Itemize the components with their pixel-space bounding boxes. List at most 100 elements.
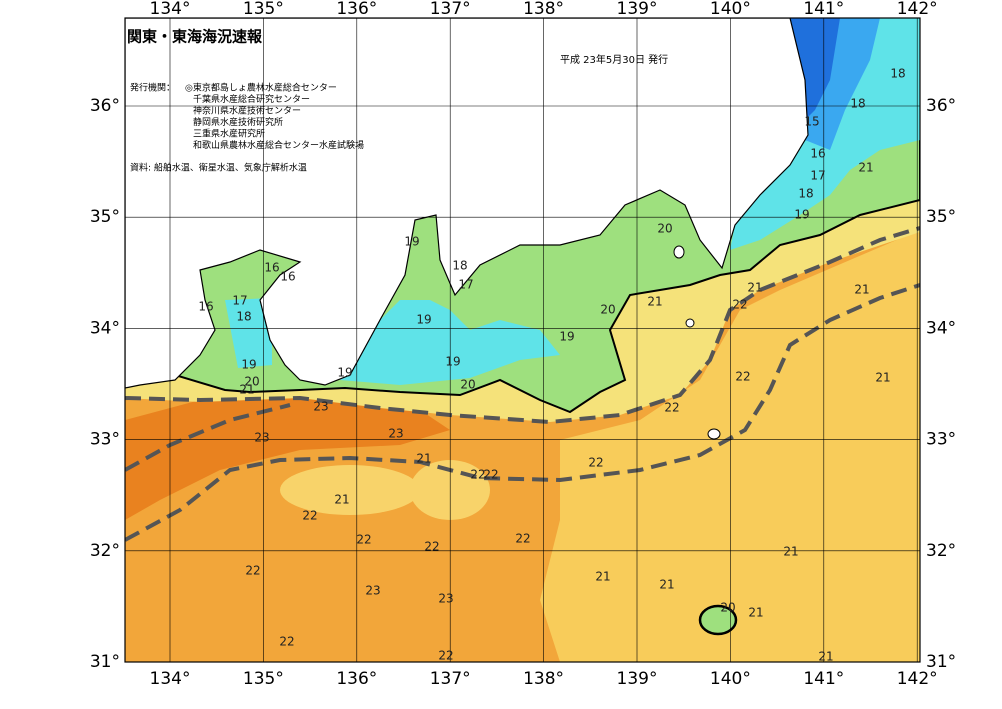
contour-label: 17: [232, 294, 247, 308]
longitude-label: 134°: [150, 669, 191, 689]
latitude-label: 31°: [90, 652, 120, 672]
contour-label: 21: [659, 578, 674, 592]
longitude-label: 138°: [523, 669, 564, 689]
contour-label: 19: [404, 235, 419, 249]
contour-label: 21: [416, 452, 431, 466]
issue-date: 平成 23年5月30日 発行: [560, 53, 668, 66]
contour-label: 20: [244, 375, 259, 389]
contour-label: 18: [798, 187, 813, 201]
warm-zone: [280, 465, 420, 515]
contour-label: 19: [241, 358, 256, 372]
longitude-label: 135°: [243, 669, 284, 689]
contour-label: 18: [850, 97, 865, 111]
contour-label: 20: [460, 378, 475, 392]
contour-label: 22: [483, 468, 498, 482]
contour-label: 20: [657, 222, 672, 236]
kuroshio-axis: [125, 283, 920, 542]
latitude-label: 33°: [926, 430, 956, 450]
kuroshio-axis: [125, 226, 920, 425]
island: [707, 428, 721, 440]
contour-label: 22: [356, 533, 371, 547]
map-area: 1818151617211819201918171616171618192021…: [125, 18, 920, 663]
title: 関東・東海海況速報: [127, 28, 263, 46]
contour-label: 19: [794, 208, 809, 222]
contour-label: 18: [890, 67, 905, 81]
longitude-label: 137°: [430, 669, 471, 689]
contour-label: 23: [365, 584, 380, 598]
longitude-label: 141°: [803, 0, 844, 19]
longitude-label: 142°: [897, 669, 938, 689]
longitude-label: 139°: [617, 669, 658, 689]
contour-label: 16: [810, 147, 825, 161]
contour-label: 21: [783, 545, 798, 559]
longitude-label: 139°: [617, 0, 658, 19]
contour-label: 19: [416, 313, 431, 327]
contour-labels: 1818151617211819201918171616171618192021…: [198, 67, 905, 663]
contour-label: 22: [732, 298, 747, 312]
contour-label: 19: [337, 366, 352, 380]
latitude-label: 31°: [926, 652, 956, 672]
longitude-label: 137°: [430, 0, 471, 19]
contour-label: 21: [239, 383, 254, 397]
latitude-label: 34°: [926, 318, 956, 338]
contour-label: 17: [810, 169, 825, 183]
contour-label: 22: [245, 564, 260, 578]
contour-label: 21: [858, 161, 873, 175]
contour-label: 19: [445, 355, 460, 369]
contour-label: 22: [424, 540, 439, 554]
latitude-label: 35°: [926, 207, 956, 227]
contour-label: 18: [452, 259, 467, 273]
source: 資料: 船舶水温、衛星水温、気象庁解析水温: [130, 162, 307, 174]
contour-label: 22: [470, 468, 485, 482]
longitude-label: 135°: [243, 0, 284, 19]
latitude-label: 32°: [90, 541, 120, 561]
agency: ◎東京都島しょ農林水産総合センター: [185, 82, 337, 94]
contour-label: 21: [595, 570, 610, 584]
cold-eddy: [698, 604, 738, 636]
coordinate-labels: 134° 134° 135° 135° 136° 136° 137° 137° 138° 138°…: [90, 0, 956, 689]
cyan-zone: [225, 298, 272, 368]
island: [685, 318, 695, 328]
island: [673, 245, 685, 259]
contour-label: 22: [279, 635, 294, 649]
contour-label: 17: [458, 278, 473, 292]
longitude-label: 136°: [336, 0, 377, 19]
contour-label: 23: [254, 431, 269, 445]
agency: 和歌山県農林水産総合センター水産試験場: [193, 139, 364, 151]
agency-list: ◎東京都島しょ農林水産総合センター千葉県水産総合研究センター神奈川県水産技術セン…: [185, 82, 364, 152]
contour-label: 22: [664, 401, 679, 415]
warm-zone-east: [540, 230, 920, 662]
contour-label: 21: [875, 371, 890, 385]
hot-band: [125, 395, 450, 520]
contour-label: 22: [515, 532, 530, 546]
contour-label: 22: [588, 456, 603, 470]
contour-label: 23: [388, 427, 403, 441]
kuroshio-axis: [125, 403, 291, 472]
graticule: [125, 18, 920, 662]
contour-label: 16: [264, 261, 279, 275]
longitude-label: 136°: [336, 669, 377, 689]
contour-label: 16: [198, 300, 213, 314]
contour-label: 15: [804, 115, 819, 129]
map-frame: [124, 17, 921, 663]
latitude-label: 32°: [926, 541, 956, 561]
contour-label: 16: [280, 270, 295, 284]
contour-label: 22: [735, 370, 750, 384]
contour-label: 20: [600, 303, 615, 317]
contour-label: 18: [236, 310, 251, 324]
contour-label: 21: [748, 606, 763, 620]
agency: 三重県水産研究所: [193, 128, 265, 140]
latitude-label: 34°: [90, 318, 120, 338]
latitude-label: 36°: [90, 96, 120, 116]
contour-label: 22: [302, 509, 317, 523]
longitude-label: 134°: [150, 0, 191, 19]
contour-label: 20: [720, 601, 735, 615]
contour-label: 23: [313, 400, 328, 414]
contour-label: 23: [438, 592, 453, 606]
contour-label: 19: [559, 330, 574, 344]
longitude-label: 140°: [710, 0, 751, 19]
longitude-label: 138°: [523, 0, 564, 19]
agency: 神奈川県水産技術センター: [193, 105, 301, 117]
contour-label: 21: [854, 283, 869, 297]
